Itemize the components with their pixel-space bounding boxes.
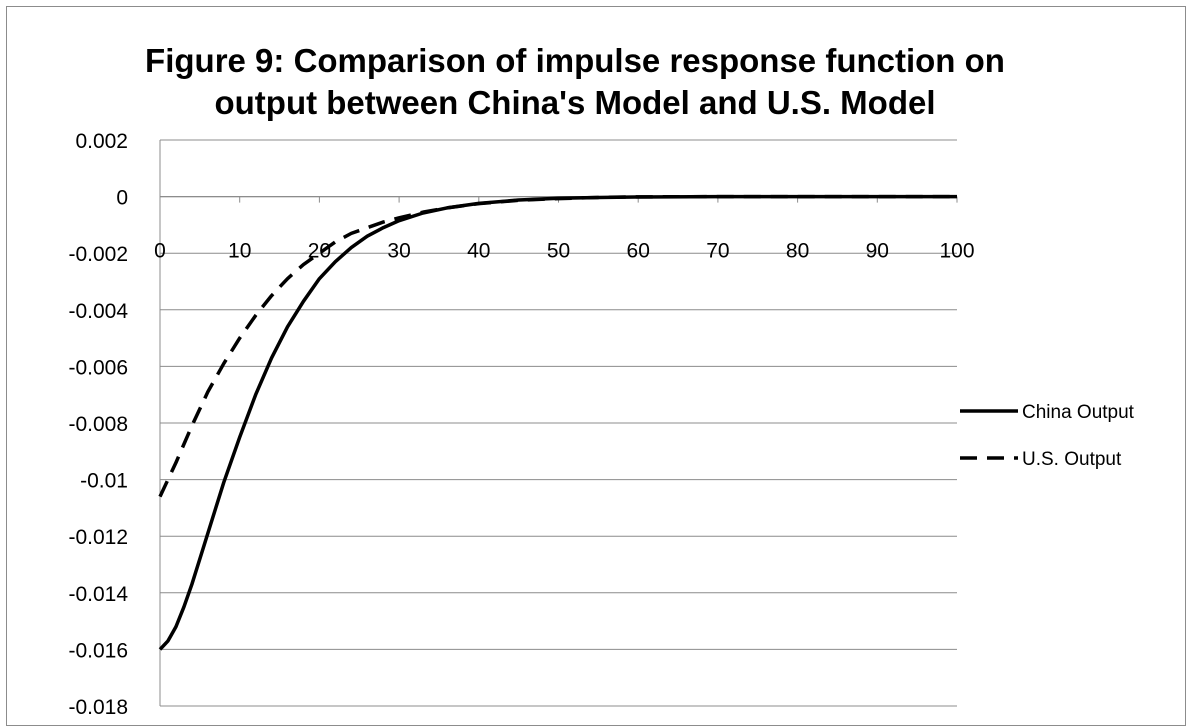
legend-label: China Output	[1022, 402, 1135, 423]
x-tick-label: 10	[228, 240, 251, 263]
x-tick-label: 50	[547, 240, 570, 263]
y-axis-tick-labels: 0.002 0 -0.002 -0.004 -0.006 -0.008 -0.01 -0.01…	[68, 130, 128, 715]
x-tick-label: 80	[786, 240, 809, 263]
y-tick-label: -0.01	[80, 470, 128, 493]
y-tick-label: -0.004	[68, 300, 128, 323]
x-tick-label: 60	[627, 240, 650, 263]
legend: China Output U.S. Output	[960, 402, 1135, 470]
series-lines	[158, 194, 957, 651]
y-tick-label: -0.006	[68, 356, 128, 379]
y-tick-label: -0.016	[68, 639, 128, 662]
grid-lines	[160, 139, 957, 707]
y-tick-label: -0.008	[68, 413, 128, 436]
series-line-u-s-output	[158, 194, 957, 498]
x-tick-label: 40	[467, 240, 490, 263]
x-tick-label: 20	[308, 240, 331, 263]
x-tick-label: 100	[939, 240, 974, 263]
x-tick-label: 0	[154, 240, 166, 263]
y-tick-label: -0.018	[68, 696, 128, 715]
x-axis-tick-labels: 0 10 20 30 40 50 60 70 80 90 100	[154, 240, 974, 263]
x-tick-label: 70	[706, 240, 729, 263]
y-tick-label: -0.014	[68, 583, 128, 606]
x-tick-label: 90	[866, 240, 889, 263]
legend-label: U.S. Output	[1022, 449, 1122, 470]
y-tick-label: -0.002	[68, 243, 128, 266]
chart-title: Figure 9: Comparison of impulse response…	[145, 42, 1005, 121]
y-tick-label: 0.002	[75, 130, 128, 153]
x-tick-label: 30	[387, 240, 410, 263]
y-tick-label: -0.012	[68, 526, 128, 549]
y-tick-label: 0	[116, 187, 128, 210]
